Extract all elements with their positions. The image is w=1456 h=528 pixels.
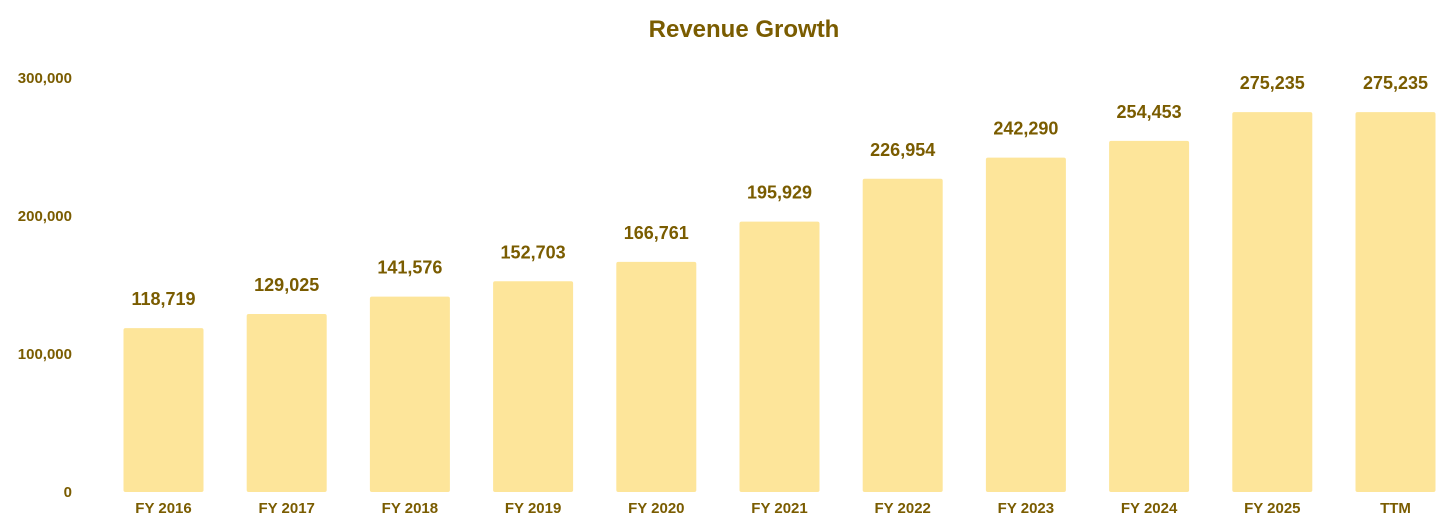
bar [493,281,574,492]
bar-value-label: 242,290 [993,119,1058,139]
bar [739,221,820,492]
bar [985,157,1066,492]
bar-value-label: 275,235 [1363,73,1428,93]
bar [862,178,943,493]
bar [1232,112,1313,493]
x-tick-label: FY 2016 [135,500,191,517]
y-tick-label: 100,000 [18,346,72,363]
bar-value-label: 226,954 [870,140,935,160]
bar-value-label: 254,453 [1117,102,1182,122]
bar [1109,140,1190,492]
x-tick-label: FY 2024 [1121,500,1178,517]
x-tick-label: FY 2020 [628,500,684,517]
x-tick-label: FY 2023 [998,500,1054,517]
y-tick-label: 300,000 [18,70,72,87]
bar [246,313,327,492]
x-tick-label: FY 2018 [382,500,438,517]
bar [1355,112,1436,493]
bar [369,296,450,492]
bar-value-label: 166,761 [624,223,689,243]
x-tick-label: FY 2019 [505,500,561,517]
bar [123,328,204,492]
x-tick-label: FY 2017 [258,500,314,517]
chart-title: Revenue Growth [649,16,840,43]
bar-value-label: 195,929 [747,183,812,203]
bar-value-label: 275,235 [1240,73,1305,93]
bar-value-label: 152,703 [501,242,566,262]
x-tick-label: TTM [1380,500,1411,517]
x-tick-label: FY 2025 [1244,500,1300,517]
bar-value-label: 129,025 [254,275,319,295]
bar-value-label: 141,576 [377,258,442,278]
bar-value-label: 118,719 [131,289,195,309]
value-labels: 118,719 129,025 141,576 152,703 166,761 195,9… [131,73,1428,309]
y-tick-label: 0 [64,484,72,501]
x-tick-label: FY 2021 [751,500,807,517]
x-axis: FY 2016 FY 2017 FY 2018 FY 2019 FY 2020 FY 20… [135,500,1411,517]
bar [616,261,697,492]
y-axis: 0 100,000 200,000 300,000 [18,70,72,501]
y-tick-label: 200,000 [18,208,72,225]
x-tick-label: FY 2022 [874,500,930,517]
bars [123,112,1436,493]
